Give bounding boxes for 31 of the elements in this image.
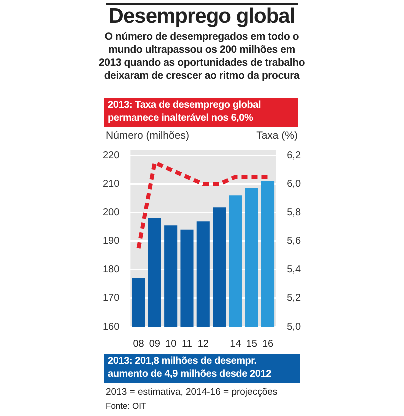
x-tick-label: 12 [198, 338, 210, 350]
y-tick-label: 190 [102, 236, 120, 248]
y-tick-label: 200 [102, 208, 120, 219]
x-tick-label: 10 [166, 338, 178, 350]
y2-tick-label: 6,0 [287, 179, 302, 190]
x-tick-label: 16 [262, 338, 274, 350]
x-tick-label: 15 [246, 338, 258, 350]
text: 2013: Taxa de desemprego global permanece inalterável nos 6,0% [104, 98, 298, 127]
y-tick-label: 180 [102, 264, 120, 276]
y2-tick-label: 5,0 [287, 322, 302, 333]
y2-tick-label: 5,4 [287, 264, 302, 276]
y-axis-title: Número (milhões) [106, 130, 190, 142]
source-note: Fonte: OIT [106, 401, 147, 411]
chart-subtitle: O número de desempregados em todo o mundo ultrapassou os 200 milhões em 2013 quando as oportunidades de trabalho deixaram de crescer ao ritmo da procura [98, 31, 306, 83]
text: 2013: 201,8 milhões de desempr. aumento de 4,9 milhões desde 2012 [104, 354, 300, 383]
line-series [136, 160, 270, 250]
y2-tick-label: 5,2 [287, 293, 302, 304]
y-tick-label: 210 [102, 179, 120, 190]
y-tick-label: 170 [102, 293, 120, 304]
y2-tick-label: 5,6 [287, 236, 302, 248]
x-tick-label: 09 [149, 338, 161, 350]
text: 2013 = estimativa, 2014-16 = projecções [106, 387, 278, 398]
x-tick-label: 14 [230, 338, 242, 350]
y2-tick-label: 6,2 [287, 150, 302, 162]
x-tick-label: 08 [133, 338, 145, 350]
y2-tick-label: 5,8 [287, 208, 302, 219]
chart-title: Desemprego global [108, 5, 296, 29]
y-tick-label: 160 [102, 322, 120, 333]
x-tick-label: 11 [182, 338, 193, 350]
y2-axis-title: Taxa (%) [256, 130, 298, 142]
y-tick-label: 220 [102, 150, 120, 162]
